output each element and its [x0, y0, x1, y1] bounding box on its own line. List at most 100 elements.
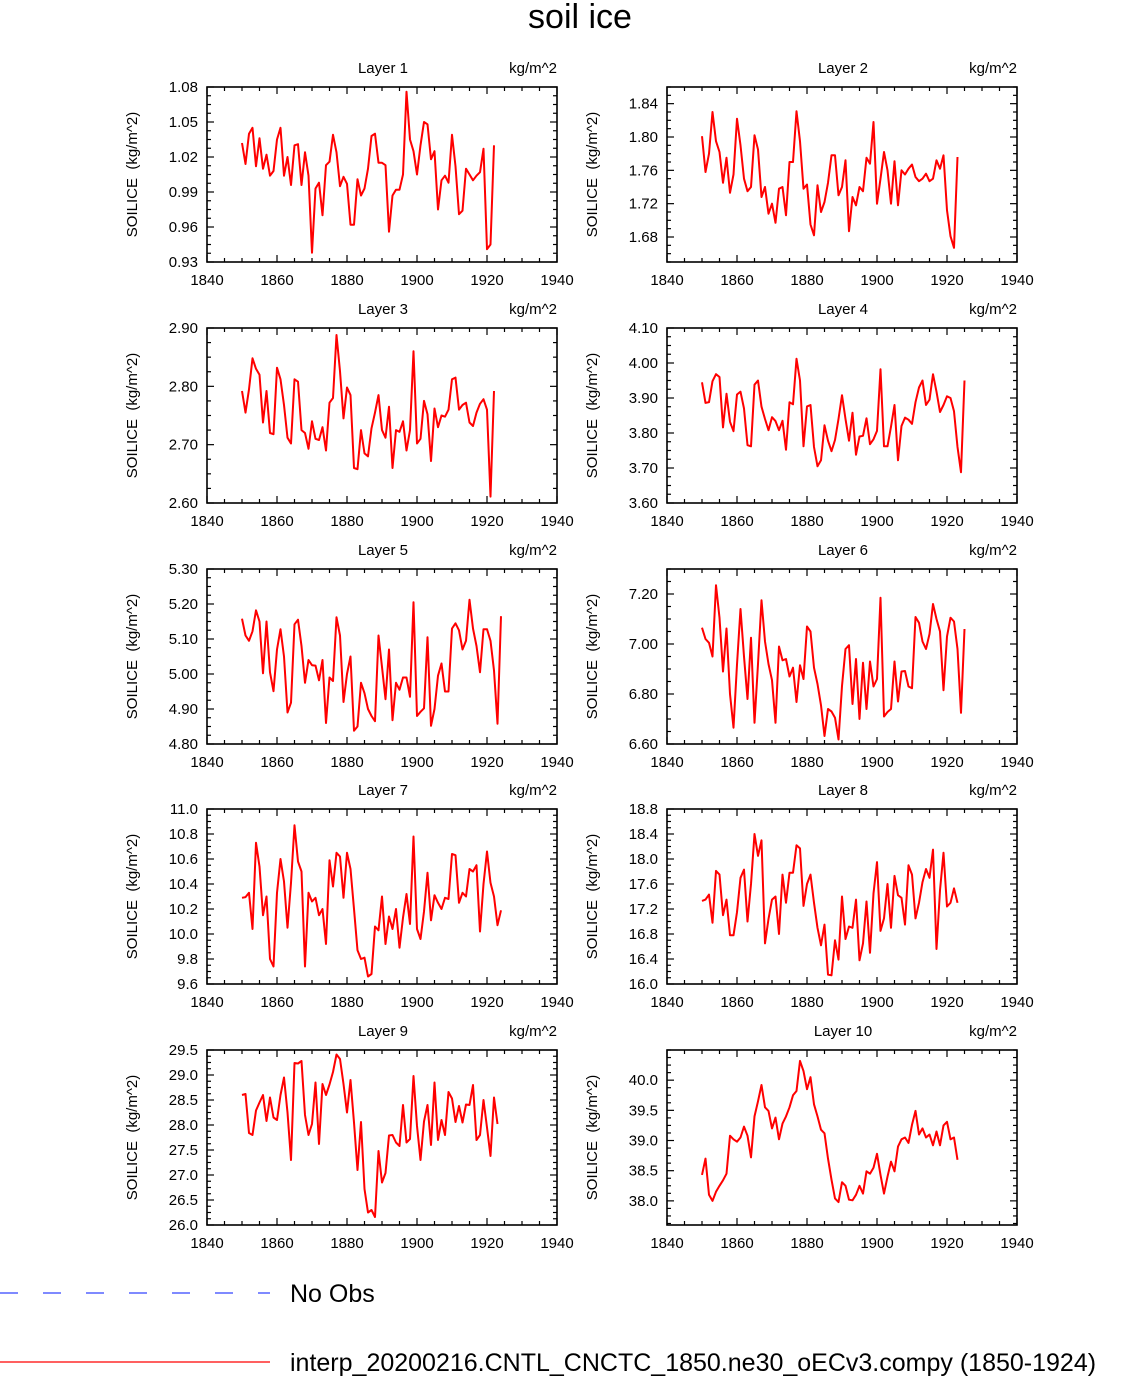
x-tick-label: 1900 [400, 1235, 433, 1252]
y-tick-label: 6.80 [629, 686, 658, 703]
x-tick-label: 1940 [1000, 1235, 1033, 1252]
panel-units: kg/m^2 [509, 782, 557, 799]
series-line-1 [241, 90, 495, 254]
y-tick-label: 11.0 [170, 801, 198, 818]
plot-frame [206, 327, 558, 504]
y-tick-label: 7.00 [629, 636, 658, 653]
y-tick-label: 29.0 [169, 1067, 198, 1084]
y-axis-label: SOILICE (kg/m^2) [584, 594, 601, 719]
y-tick-label: 16.8 [629, 926, 658, 943]
y-tick-label: 2.80 [169, 378, 198, 395]
x-tick-label: 1920 [930, 1235, 963, 1252]
panel-units: kg/m^2 [509, 542, 557, 559]
y-axis-label: SOILICE (kg/m^2) [584, 1075, 601, 1200]
panel-title: Layer 6 [818, 542, 868, 559]
panel-units: kg/m^2 [509, 301, 557, 318]
x-tick-label: 1860 [720, 754, 753, 771]
series-line-1 [701, 357, 966, 474]
y-tick-label: 28.5 [169, 1092, 198, 1109]
x-tick-label: 1900 [400, 513, 433, 530]
chart-panel-7: 1840 1860 1880 1900 1920 1940 9.6 9.8 10.0 10.2 10… [124, 782, 574, 1011]
x-tick-label: 1840 [190, 754, 223, 771]
y-tick-label: 18.0 [629, 851, 658, 868]
x-tick-label: 1900 [860, 1235, 893, 1252]
x-tick-label: 1940 [1000, 513, 1033, 530]
x-tick-label: 1840 [650, 994, 683, 1011]
panel-units: kg/m^2 [969, 60, 1017, 77]
y-axis-label: SOILICE (kg/m^2) [584, 353, 601, 478]
y-axis-label: SOILICE (kg/m^2) [124, 594, 141, 719]
y-tick-label: 0.99 [169, 184, 198, 201]
y-tick-label: 7.20 [629, 586, 658, 603]
series-line-1 [701, 110, 959, 249]
chart-panel-8: 1840 1860 1880 1900 1920 1940 16.0 16.4 16.8 17.2… [584, 782, 1034, 1011]
panel-title: Layer 7 [358, 782, 408, 799]
y-tick-label: 10.0 [169, 926, 198, 943]
x-tick-label: 1900 [860, 754, 893, 771]
figure-title: soil ice [528, 0, 632, 36]
x-tick-label: 1840 [190, 513, 223, 530]
plot-frame [666, 86, 1018, 263]
chart-panel-3: 1840 1860 1880 1900 1920 1940 2.60 2.70 2.80 2.90… [124, 301, 574, 530]
x-tick-label: 1940 [540, 994, 573, 1011]
x-tick-label: 1920 [930, 754, 963, 771]
x-tick-label: 1880 [790, 272, 823, 289]
panel-title: Layer 5 [358, 542, 408, 559]
panels-group: 1840 1860 1880 1900 1920 1940 0.93 0.96 0.99 1.02… [124, 60, 1034, 1252]
x-tick-label: 1900 [860, 272, 893, 289]
series-line-1 [241, 1053, 499, 1218]
panel-units: kg/m^2 [509, 60, 557, 77]
x-tick-label: 1860 [720, 994, 753, 1011]
panel-units: kg/m^2 [509, 1023, 557, 1040]
x-tick-label: 1860 [260, 1235, 293, 1252]
y-axis-label: SOILICE (kg/m^2) [124, 1075, 141, 1200]
plot-frame [206, 86, 558, 263]
x-tick-label: 1900 [400, 994, 433, 1011]
series-line-1 [701, 584, 966, 741]
y-tick-label: 38.5 [629, 1163, 658, 1180]
y-tick-label: 1.76 [629, 162, 658, 179]
plot-frame [206, 568, 558, 745]
y-axis-label: SOILICE (kg/m^2) [124, 353, 141, 478]
x-tick-label: 1880 [790, 513, 823, 530]
x-tick-label: 1920 [470, 272, 503, 289]
x-tick-label: 1860 [720, 272, 753, 289]
legend-label-model: interp_20200216.CNTL_CNCTC_1850.ne30_oEC… [290, 1349, 1096, 1377]
x-tick-label: 1940 [540, 513, 573, 530]
x-tick-label: 1940 [540, 1235, 573, 1252]
chart-panel-9: 1840 1860 1880 1900 1920 1940 26.0 26.5 27.0 27.5… [124, 1023, 574, 1252]
y-tick-label: 0.93 [169, 254, 198, 271]
y-tick-label: 38.0 [629, 1193, 658, 1210]
panel-title: Layer 4 [818, 301, 868, 318]
panel-units: kg/m^2 [969, 542, 1017, 559]
x-tick-label: 1840 [650, 754, 683, 771]
y-tick-label: 29.5 [169, 1042, 198, 1059]
plot-frame [206, 1049, 558, 1226]
y-tick-label: 1.72 [629, 196, 658, 213]
chart-panel-10: 1840 1860 1880 1900 1920 1940 38.0 38.5 39.0 39.5… [584, 1023, 1034, 1252]
y-tick-label: 40.0 [629, 1072, 658, 1089]
x-tick-label: 1880 [330, 513, 363, 530]
x-tick-label: 1880 [790, 994, 823, 1011]
y-tick-label: 17.6 [629, 876, 658, 893]
y-tick-label: 2.70 [169, 437, 198, 454]
x-tick-label: 1940 [540, 272, 573, 289]
x-tick-label: 1880 [330, 994, 363, 1011]
x-tick-label: 1940 [1000, 272, 1033, 289]
y-axis-label: SOILICE (kg/m^2) [584, 834, 601, 959]
y-tick-label: 18.4 [629, 826, 658, 843]
chart-panel-5: 1840 1860 1880 1900 1920 1940 4.80 4.90 5.00 5.10… [124, 542, 574, 771]
x-tick-label: 1940 [1000, 754, 1033, 771]
x-tick-label: 1900 [400, 272, 433, 289]
y-tick-label: 18.8 [629, 801, 658, 818]
x-tick-label: 1860 [720, 1235, 753, 1252]
panel-title: Layer 1 [358, 60, 408, 77]
chart-panel-6: 1840 1860 1880 1900 1920 1940 6.60 6.80 7.00 7.20… [584, 542, 1034, 771]
y-tick-label: 39.5 [629, 1102, 658, 1119]
y-tick-label: 26.5 [169, 1192, 198, 1209]
y-tick-label: 1.08 [169, 79, 198, 96]
x-tick-label: 1860 [260, 513, 293, 530]
y-tick-label: 3.60 [629, 495, 658, 512]
x-tick-label: 1880 [790, 754, 823, 771]
